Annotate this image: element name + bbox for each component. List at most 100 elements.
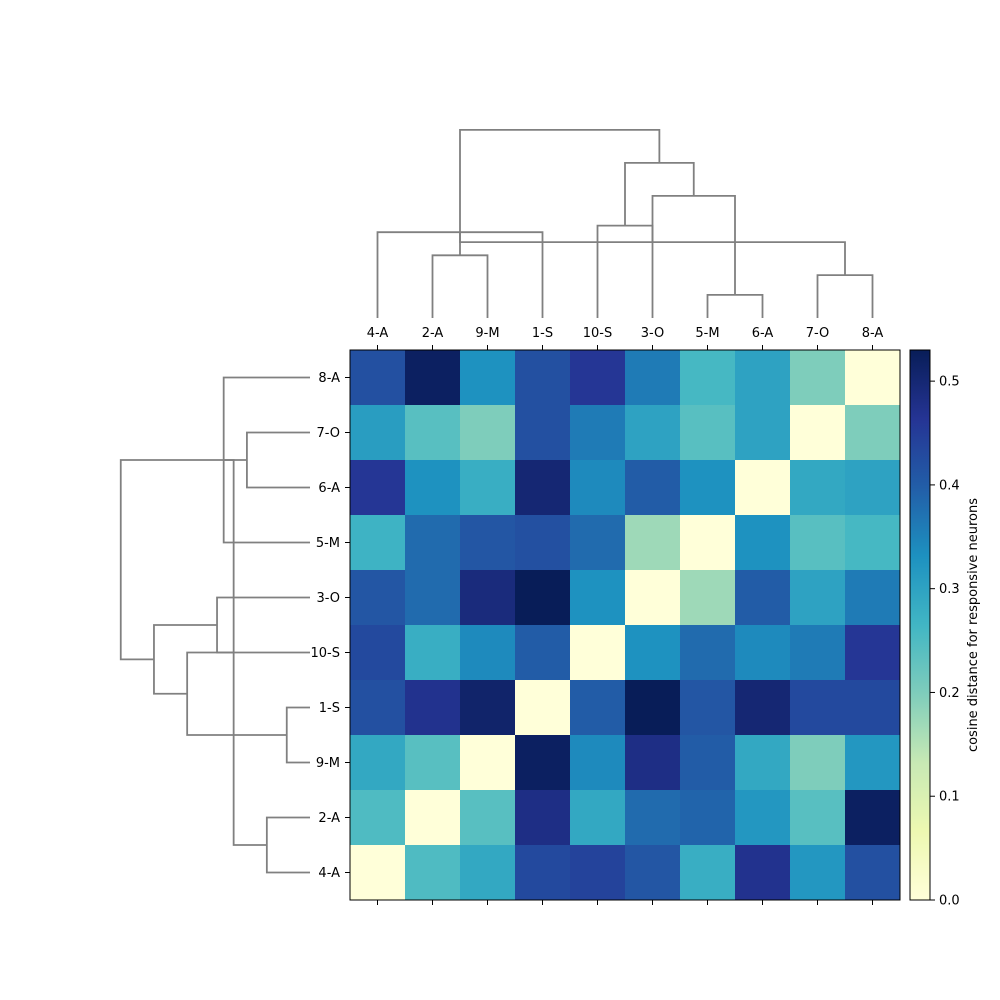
heatmap-cell (735, 845, 791, 901)
dendrogram-link (459, 129, 661, 256)
colorbar-gradient (909, 349, 931, 901)
heatmap-cell (405, 460, 461, 516)
heatmap-cell (680, 625, 736, 681)
heatmap-cell (570, 570, 626, 626)
heatmap-cell (680, 570, 736, 626)
heatmap-cell (515, 680, 571, 736)
heatmap-cell (460, 570, 516, 626)
heatmap-cell (405, 790, 461, 846)
heatmap-cell (735, 680, 791, 736)
heatmap-cell (460, 680, 516, 736)
row-dendrogram (119, 376, 310, 874)
heatmap-cell (790, 625, 846, 681)
heatmap-cell (790, 405, 846, 461)
colorbar-tick-label: 0.5 (939, 375, 960, 390)
heatmap-cell (570, 350, 626, 406)
x-tick-label: 1-S (532, 326, 553, 341)
heatmap-cell (350, 350, 406, 406)
heatmap-cell (460, 515, 516, 571)
heatmap-cell (680, 735, 736, 791)
heatmap-cell (570, 625, 626, 681)
heatmap-cell (680, 845, 736, 901)
heatmap-cell (735, 405, 791, 461)
heatmap-cell (570, 405, 626, 461)
y-tick-label: 3-O (316, 591, 340, 606)
heatmap-cell (680, 680, 736, 736)
heatmap-cell (845, 735, 901, 791)
heatmap-cell (515, 515, 571, 571)
heatmap-cell (570, 515, 626, 571)
heatmap-cell (350, 735, 406, 791)
dendrogram-link (624, 162, 695, 226)
x-axis-ticks: 4-A 2-A 9-M 1-S 10-S 3-O 5-M 6-A 7-O 8-A (367, 326, 883, 905)
x-tick-label: 2-A (422, 326, 444, 341)
heatmap-cell (845, 845, 901, 901)
colorbar-tick-label: 0.4 (939, 478, 960, 493)
heatmap-cell (515, 735, 571, 791)
heatmap-cell (735, 350, 791, 406)
heatmap-cell (845, 790, 901, 846)
heatmap-cell (680, 460, 736, 516)
heatmap-cell (625, 680, 681, 736)
x-tick-label: 9-M (475, 326, 499, 341)
heatmap-cell (405, 405, 461, 461)
column-dendrogram (376, 129, 874, 318)
heatmap-cell (405, 570, 461, 626)
heatmap-cell (405, 845, 461, 901)
heatmap-cell (515, 570, 571, 626)
heatmap-cell (515, 460, 571, 516)
y-tick-label: 5-M (316, 536, 340, 551)
x-tick-label: 10-S (583, 326, 613, 341)
heatmap-cell (790, 790, 846, 846)
heatmap-cell (515, 845, 571, 901)
heatmap-cell (350, 405, 406, 461)
x-tick-label: 6-A (752, 326, 774, 341)
dendrogram-link (816, 274, 874, 318)
heatmap-cell (790, 735, 846, 791)
heatmap-cell (625, 570, 681, 626)
heatmap-cell (680, 405, 736, 461)
heatmap-cell (845, 625, 901, 681)
heatmap-cell (350, 845, 406, 901)
heatmap-cell (350, 570, 406, 626)
heatmap-cell (350, 680, 406, 736)
heatmap-cell (350, 460, 406, 516)
colorbar-tick-label: 0.1 (939, 790, 960, 805)
heatmap-frame (349, 349, 901, 901)
colorbar-tick-label: 0.0 (939, 894, 960, 909)
heatmap-cell (405, 350, 461, 406)
heatmap-cell (405, 735, 461, 791)
y-axis-ticks: 8-A 7-O 6-A 5-M 3-O 10-S 1-S 9-M 2-A 4-A (311, 371, 350, 881)
heatmap-cell (625, 790, 681, 846)
heatmap-cell (515, 405, 571, 461)
dendrogram-link (431, 254, 489, 318)
colorbar-ticks: 0.0 0.1 0.2 0.3 0.4 0.5 (930, 375, 960, 909)
heatmap-cell (845, 515, 901, 571)
heatmap-cell (570, 735, 626, 791)
heatmap-cell (845, 680, 901, 736)
heatmap-cell (790, 570, 846, 626)
heatmap-cell (735, 570, 791, 626)
dendrogram-link (265, 816, 310, 874)
colorbar-tick-label: 0.3 (939, 582, 960, 597)
heatmap-cell (625, 515, 681, 571)
dendrogram-link (285, 706, 310, 764)
y-tick-label: 1-S (319, 701, 340, 716)
y-tick-label: 4-A (318, 866, 340, 881)
heatmap-cell (460, 790, 516, 846)
dendrogram-link (216, 596, 310, 654)
heatmap-cell (790, 350, 846, 406)
heatmap-cell (680, 790, 736, 846)
heatmap-cell (460, 625, 516, 681)
heatmap-cell (350, 625, 406, 681)
heatmap-cell (625, 460, 681, 516)
heatmap-cell (735, 735, 791, 791)
dendrogram-link (651, 195, 736, 295)
heatmap-cell (515, 350, 571, 406)
heatmap-cell (790, 680, 846, 736)
y-tick-label: 9-M (316, 756, 340, 771)
heatmap-cell (845, 405, 901, 461)
heatmap-cell (625, 625, 681, 681)
heatmap-cell (405, 625, 461, 681)
heatmap-cell (790, 460, 846, 516)
